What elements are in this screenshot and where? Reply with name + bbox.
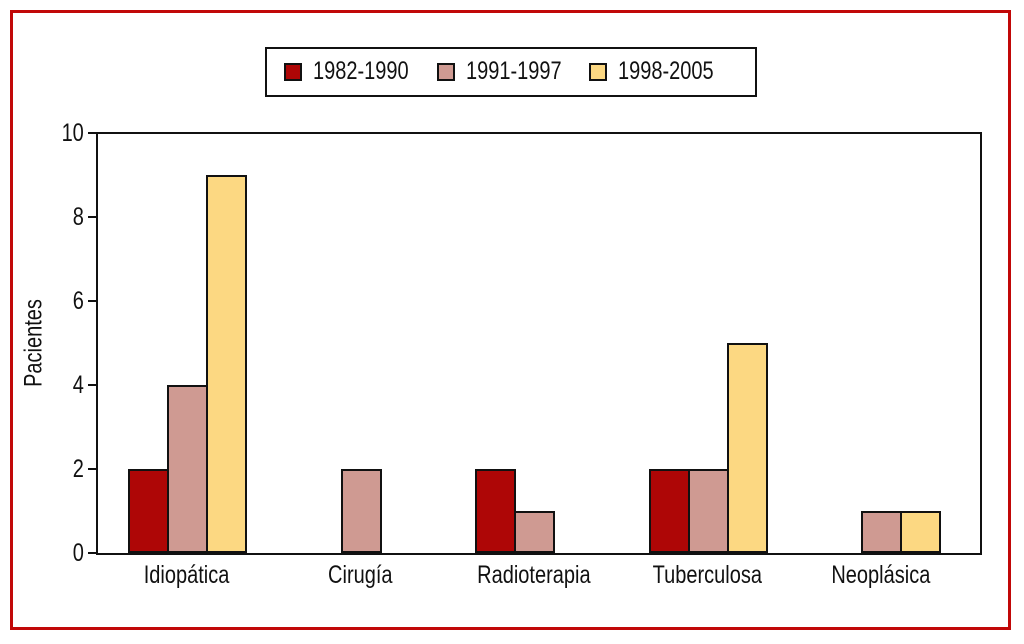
y-tick-value: 4 <box>72 371 84 399</box>
y-axis-tick <box>88 132 96 134</box>
x-category-label: Idiopática <box>100 561 274 590</box>
y-tick-value: 8 <box>72 203 84 231</box>
bar-neoplasica-1998-2005 <box>900 511 941 553</box>
legend-label-text: 1998-2005 <box>618 57 715 86</box>
y-tick-label: 10 <box>34 119 84 147</box>
x-category-label: Tuberculosa <box>620 561 794 590</box>
bar-radioterapia-1991-1997 <box>514 511 555 553</box>
legend-swatch-icon <box>284 63 302 81</box>
x-category-text: Cirugía <box>327 561 393 589</box>
bar-idiopatica-1982-1990 <box>128 469 169 553</box>
y-axis-tick <box>88 300 96 302</box>
y-tick-label: 0 <box>34 539 84 567</box>
legend-label: 1998-2005 <box>618 58 738 86</box>
y-axis-tick <box>88 552 96 554</box>
x-category-label: Neoplásica <box>794 561 968 590</box>
x-category-text: Neoplásica <box>831 561 930 589</box>
bar-idiopatica-1991-1997 <box>167 385 208 553</box>
bar-cirugia-1991-1997 <box>340 469 382 553</box>
y-tick-value: 2 <box>72 455 84 483</box>
x-category-text: Radioterapia <box>476 561 591 589</box>
y-tick-label: 2 <box>34 455 84 483</box>
plot-area <box>96 132 982 555</box>
bar-tuberculosa-1998-2005 <box>726 343 768 553</box>
bar-tuberculosa-1982-1990 <box>648 469 690 553</box>
bar-neoplasica-1991-1997 <box>861 511 902 553</box>
legend-label: 1982-1990 <box>313 58 433 86</box>
bar-radioterapia-1982-1990 <box>475 469 516 553</box>
legend-item-1998-2005: 1998-2005 <box>589 58 738 86</box>
x-category-label: Radioterapia <box>447 561 621 590</box>
legend-item-1991-1997: 1991-1997 <box>436 58 586 86</box>
y-axis-tick <box>88 384 96 386</box>
bar-idiopatica-1998-2005 <box>206 175 247 553</box>
y-tick-label: 6 <box>34 287 84 315</box>
x-category-text: Tuberculosa <box>652 561 762 589</box>
legend-label-text: 1982-1990 <box>313 57 409 86</box>
bar-tuberculosa-1991-1997 <box>687 469 729 553</box>
x-category-label: Cirugía <box>273 561 447 590</box>
y-tick-label: 4 <box>34 371 84 399</box>
legend-label: 1991-1997 <box>466 58 586 86</box>
legend-swatch-icon <box>436 63 455 81</box>
y-tick-label: 8 <box>34 203 84 231</box>
y-tick-value: 6 <box>72 287 84 315</box>
y-axis-tick <box>88 216 96 218</box>
legend-label-text: 1991-1997 <box>465 57 562 86</box>
y-tick-value: 0 <box>72 539 84 567</box>
y-tick-value: 10 <box>61 119 84 147</box>
legend-item-1982-1990: 1982-1990 <box>284 58 433 86</box>
y-axis-tick <box>88 468 96 470</box>
legend: 1982-1990 1991-1997 1998-2005 <box>265 47 757 97</box>
outer-red-frame <box>10 10 1011 630</box>
x-category-text: Idiopática <box>143 561 230 589</box>
legend-swatch-icon <box>589 63 608 81</box>
